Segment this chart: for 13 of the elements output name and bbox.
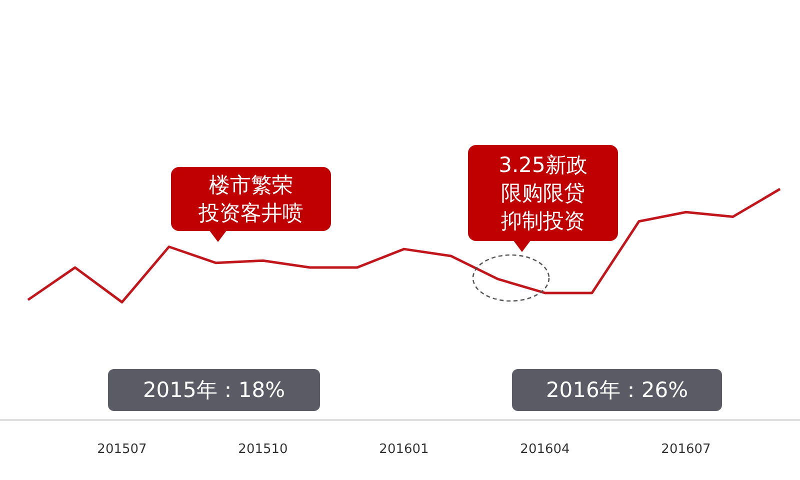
x-tick-label: 201604 bbox=[520, 442, 570, 457]
x-tick-label: 201601 bbox=[379, 442, 429, 457]
annotation: 楼市繁荣投资客井喷 bbox=[198, 173, 304, 225]
x-tick-label: 201510 bbox=[238, 442, 288, 457]
x-tick-label: 201507 bbox=[97, 442, 147, 457]
annotation: 3.25新政限购限贷抑制投资 bbox=[498, 153, 588, 233]
annotation: 2016年：26% bbox=[512, 369, 722, 411]
x-tick-label: 201607 bbox=[661, 442, 711, 457]
annotation: 2015年：18% bbox=[142, 378, 286, 402]
annotation: 楼市繁荣投资客井喷 bbox=[171, 167, 331, 242]
annotation: 2015年：18% bbox=[108, 369, 320, 411]
annotation: 2016年：26% bbox=[546, 378, 688, 402]
annotation: 3.25新政限购限贷抑制投资 bbox=[468, 145, 618, 252]
